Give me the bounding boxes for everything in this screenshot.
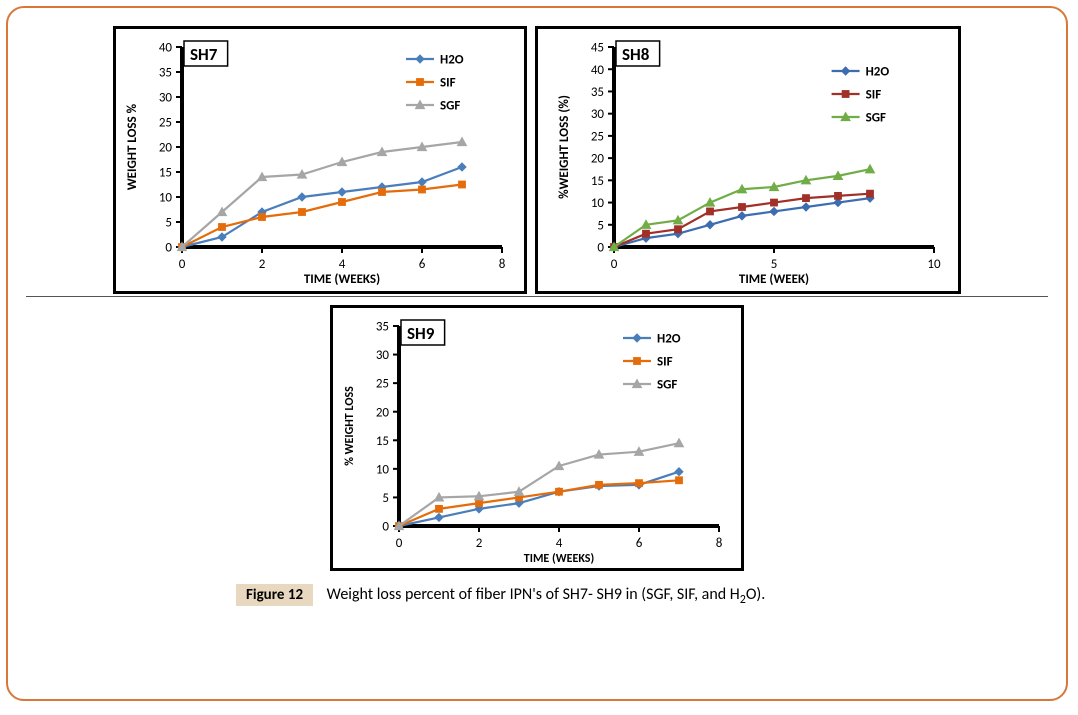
svg-text:SGF: SGF [657, 378, 677, 393]
figure-label: Figure 12 [236, 584, 313, 606]
svg-text:TIME (WEEK): TIME (WEEK) [739, 272, 809, 287]
svg-text:5: 5 [597, 218, 604, 233]
svg-text:H2O: H2O [440, 53, 464, 68]
chart-sh9: 0 2 4 6 8 0 5 10 15 20 25 30 35 TIME (WEEKS) % WEIGHT … [330, 305, 744, 571]
svg-text:15: 15 [591, 174, 604, 189]
svg-text:2: 2 [259, 257, 266, 272]
svg-text:0: 0 [179, 257, 186, 272]
chart-sh7: 0 2 4 6 8 0 5 10 15 20 25 30 35 40 TIME (WEEKS) WEIGHT … [113, 26, 527, 294]
svg-text:45: 45 [591, 41, 604, 56]
svg-text:0: 0 [165, 241, 172, 256]
svg-text:10: 10 [159, 191, 173, 206]
svg-text:TIME (WEEKS): TIME (WEEKS) [524, 552, 594, 566]
svg-text:0: 0 [382, 520, 389, 535]
svg-text:%WEIGHT LOSS (%): %WEIGHT LOSS (%) [557, 95, 572, 199]
svg-text:30: 30 [159, 91, 173, 106]
svg-text:5: 5 [382, 491, 389, 506]
svg-text:4: 4 [339, 257, 346, 272]
svg-text:2: 2 [476, 536, 483, 551]
svg-text:10: 10 [591, 196, 605, 211]
svg-text:SIF: SIF [657, 355, 673, 370]
svg-text:SGF: SGF [866, 111, 886, 126]
svg-text:25: 25 [376, 377, 389, 392]
svg-text:8: 8 [499, 257, 506, 272]
svg-text:SH7: SH7 [190, 44, 218, 65]
chart-row-2: 0 2 4 6 8 0 5 10 15 20 25 30 35 TIME (WEEKS) % WEIGHT … [26, 305, 1048, 571]
svg-text:SIF: SIF [440, 76, 456, 91]
svg-text:0: 0 [396, 536, 403, 551]
svg-text:35: 35 [591, 85, 604, 100]
svg-text:15: 15 [376, 434, 389, 449]
figure-frame: 024680510152025303540TIME (WEEKS)WEIGHT … [6, 6, 1068, 701]
svg-text:H2O: H2O [866, 65, 890, 80]
chart-svg-sh8: 0 5 10 0 5 10 15 20 25 30 35 40 45 TIME (WEEK) %WEIGHT… [538, 29, 958, 291]
caption-text-before: Weight loss percent of fiber IPN's of SH… [327, 585, 740, 604]
chart-row-1: 0 2 4 6 8 0 5 10 15 20 25 30 35 40 TIME (WEEKS) WEIGHT … [26, 26, 1048, 294]
svg-text:25: 25 [591, 129, 604, 144]
svg-text:WEIGHT LOSS %: WEIGHT LOSS % [125, 103, 140, 190]
svg-text:SH9: SH9 [407, 323, 435, 344]
svg-text:25: 25 [159, 116, 172, 131]
svg-text:10: 10 [927, 257, 941, 272]
svg-text:20: 20 [591, 152, 605, 167]
caption-text-after: O). [746, 585, 765, 604]
svg-text:20: 20 [376, 405, 390, 420]
svg-text:30: 30 [591, 107, 605, 122]
svg-text:SIF: SIF [866, 88, 882, 103]
svg-text:4: 4 [556, 536, 563, 551]
svg-text:8: 8 [716, 536, 723, 551]
svg-text:6: 6 [419, 257, 426, 272]
svg-text:40: 40 [591, 63, 605, 78]
chart-sh8: 0 5 10 0 5 10 15 20 25 30 35 40 45 TIME (WEEK) %WEIGHT… [535, 26, 961, 294]
svg-text:30: 30 [376, 348, 390, 363]
svg-text:35: 35 [159, 66, 172, 81]
svg-text:15: 15 [159, 166, 172, 181]
svg-text:0: 0 [611, 257, 618, 272]
svg-text:40: 40 [159, 41, 173, 56]
svg-text:SGF: SGF [440, 99, 460, 114]
svg-text:% WEIGHT LOSS: % WEIGHT LOSS [343, 386, 357, 466]
svg-text:6: 6 [636, 536, 643, 551]
svg-text:TIME (WEEKS): TIME (WEEKS) [304, 272, 380, 287]
svg-text:H2O: H2O [657, 332, 681, 347]
chart-svg-sh7: 0 2 4 6 8 0 5 10 15 20 25 30 35 40 TIME (WEEKS) WEIGHT … [116, 29, 524, 289]
svg-text:0: 0 [597, 241, 604, 256]
svg-text:5: 5 [771, 257, 778, 272]
svg-text:20: 20 [159, 141, 173, 156]
svg-text:5: 5 [165, 216, 172, 231]
svg-text:10: 10 [376, 462, 390, 477]
chart-svg-sh9: 0 2 4 6 8 0 5 10 15 20 25 30 35 TIME (WEEKS) % WEIGHT … [333, 308, 741, 568]
figure-caption: Figure 12 Weight loss percent of fiber I… [236, 585, 1048, 607]
row-separator [26, 296, 1048, 297]
svg-text:35: 35 [376, 320, 389, 335]
svg-text:SH8: SH8 [622, 44, 650, 65]
